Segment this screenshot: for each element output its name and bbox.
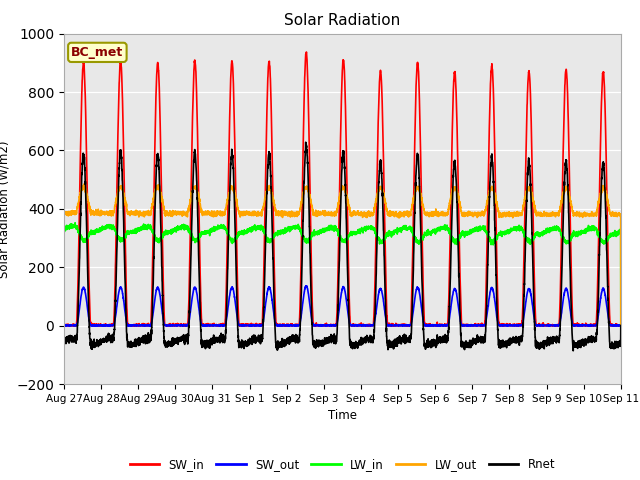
SW_out (322, 323, 330, 328)
LW_in (322, 226, 330, 231)
Rnet (570, 348, 577, 354)
X-axis label: Time: Time (328, 409, 357, 422)
SW_in (617, 323, 625, 328)
LW_in (617, 323, 625, 328)
SW_in (499, 323, 507, 328)
Line: LW_in: LW_in (64, 223, 621, 325)
Line: SW_in: SW_in (64, 52, 621, 325)
Rnet (467, 342, 475, 348)
LW_in (499, 229, 507, 235)
LW_out (616, 211, 624, 217)
SW_in (60, 323, 68, 328)
LW_in (71, 220, 79, 226)
SW_out (468, 323, 476, 328)
SW_in (60, 322, 68, 328)
Legend: SW_in, SW_out, LW_in, LW_out, Rnet: SW_in, SW_out, LW_in, LW_out, Rnet (125, 454, 560, 476)
Rnet (617, 323, 625, 328)
LW_out (436, 210, 444, 216)
Rnet (436, 340, 444, 346)
LW_in (161, 230, 168, 236)
LW_out (161, 206, 168, 212)
LW_in (616, 228, 624, 233)
LW_in (60, 225, 68, 230)
Y-axis label: Solar Radiation (W/m2): Solar Radiation (W/m2) (0, 140, 11, 277)
SW_out (303, 283, 310, 288)
Rnet (302, 139, 310, 145)
LW_out (617, 323, 625, 328)
LW_out (80, 181, 88, 187)
LW_in (467, 230, 475, 236)
Rnet (616, 340, 624, 346)
Rnet (60, 334, 68, 339)
SW_in (616, 322, 624, 327)
Title: Solar Radiation: Solar Radiation (284, 13, 401, 28)
Line: Rnet: Rnet (64, 142, 621, 351)
LW_out (60, 212, 68, 217)
SW_in (303, 49, 310, 55)
SW_in (468, 323, 476, 328)
Text: BC_met: BC_met (71, 46, 124, 59)
SW_in (161, 312, 168, 318)
SW_out (616, 323, 624, 328)
SW_in (436, 322, 444, 328)
Rnet (160, 334, 168, 340)
LW_out (467, 212, 475, 218)
LW_out (322, 211, 330, 217)
Line: SW_out: SW_out (64, 286, 621, 325)
LW_out (499, 214, 507, 220)
SW_out (499, 323, 507, 328)
LW_in (436, 226, 444, 231)
SW_out (161, 322, 168, 327)
Rnet (322, 336, 330, 342)
SW_out (60, 323, 68, 328)
SW_out (617, 323, 625, 328)
Rnet (499, 337, 507, 343)
SW_out (60, 323, 68, 328)
SW_in (322, 323, 330, 328)
Line: LW_out: LW_out (64, 184, 621, 325)
SW_out (436, 323, 444, 328)
